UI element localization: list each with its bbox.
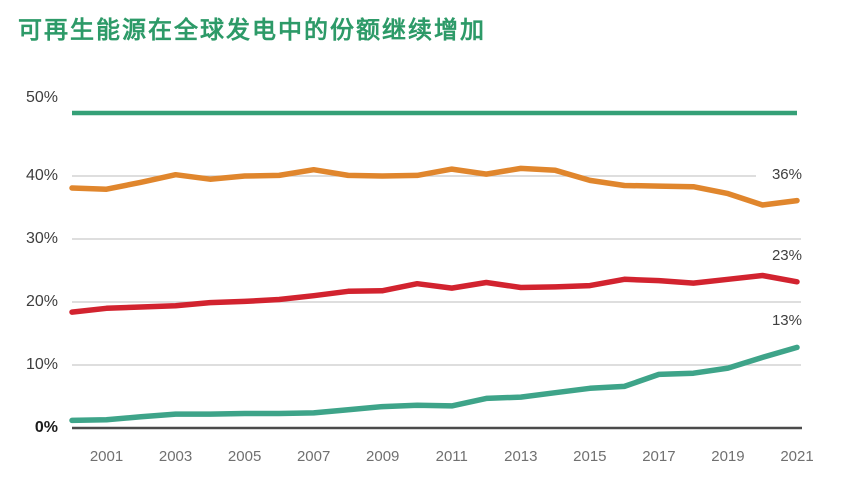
chart-title: 可再生能源在全球发电中的份额继续增加: [18, 17, 486, 44]
middle-red-end-value-label: 23%: [756, 245, 802, 266]
x-tick-label: 2013: [504, 448, 538, 465]
middle-red-line: [69, 272, 800, 315]
y-tick-label: 50%: [25, 89, 58, 106]
x-tick-label: 2009: [366, 448, 400, 465]
x-tick-label: 2001: [89, 448, 124, 465]
y-tick-label: 40%: [25, 167, 58, 184]
bottom-teal-line: [69, 344, 800, 424]
y-tick-label: 10%: [25, 356, 58, 373]
x-tick-label: 2007: [296, 448, 331, 465]
x-tick-label: 2015: [573, 448, 607, 465]
top-orange-line: [69, 165, 800, 208]
x-tick-label: 2003: [158, 448, 193, 465]
top-orange-end-value-label: 36%: [756, 164, 802, 185]
bottom-teal-end-value-label: 13%: [756, 311, 802, 332]
x-tick-label: 2019: [711, 448, 745, 465]
x-tick-label: 2011: [435, 448, 468, 465]
y-tick-label: 30%: [25, 230, 58, 247]
y-tick-label: 0%: [34, 419, 58, 436]
y-tick-label: 20%: [25, 293, 58, 310]
x-tick-label: 2005: [227, 448, 262, 465]
x-tick-label: 2017: [642, 448, 676, 465]
x-tick-label: 2021: [780, 448, 814, 465]
